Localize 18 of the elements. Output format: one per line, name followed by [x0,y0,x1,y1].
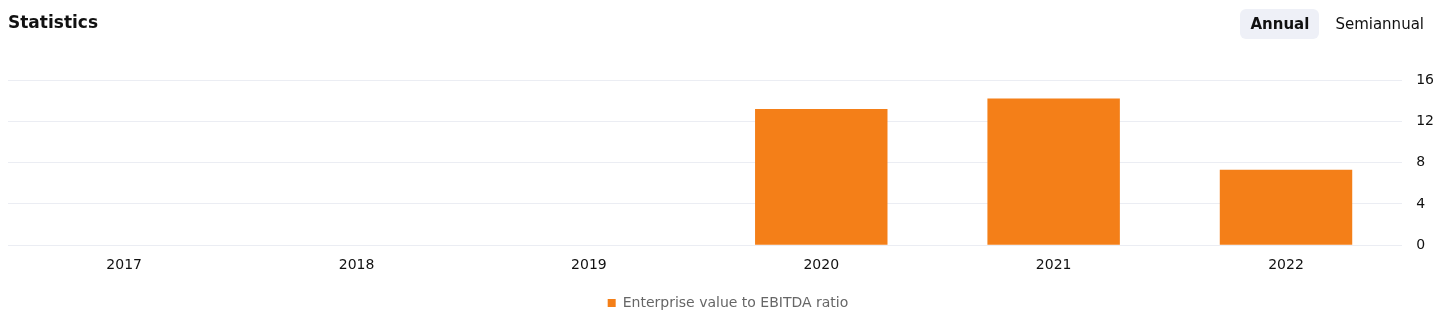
y-tick-label: 0 [1416,235,1426,252]
x-tick-label: 2021 [1035,256,1072,273]
y-tick-label: 4 [1416,194,1426,211]
y-tick-label: 16 [1416,70,1435,87]
toggle-button[interactable]: Annual [1240,9,1320,39]
x-tick-label: 2022 [1268,256,1304,273]
bar [755,108,888,245]
x-tick-label: 2019 [571,256,607,273]
y-tick-label: 8 [1416,153,1426,170]
y-tick-label: 12 [1416,111,1435,128]
x-tick-label: 2020 [803,256,840,273]
x-tick-label: 2018 [338,256,375,273]
bar [987,98,1120,245]
toggle-button[interactable]: Semiannual [1325,9,1434,39]
bar [1219,169,1353,245]
chart-title: Statistics [8,12,99,32]
x-tick-label: 2017 [106,256,142,273]
legend-label: Enterprise value to EBITDA ratio [622,293,849,310]
